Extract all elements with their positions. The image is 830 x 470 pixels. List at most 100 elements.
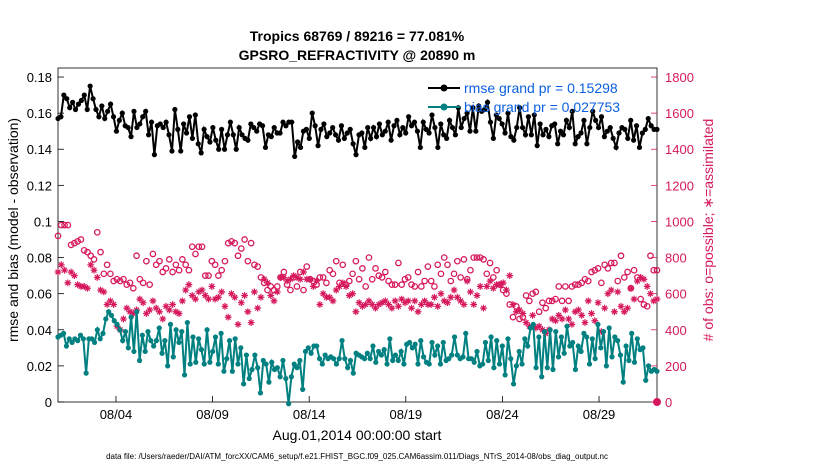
assimilated-obs-point [555, 311, 563, 319]
assimilated-obs-point [237, 299, 245, 307]
assimilated-obs-point [417, 301, 425, 308]
possible-obs-point [195, 243, 203, 251]
rmse-point [134, 124, 140, 131]
rmse-point [338, 123, 345, 129]
possible-obs-point [391, 281, 399, 288]
bias-point [533, 365, 539, 371]
bias-point [415, 361, 421, 367]
bias-point [235, 361, 241, 367]
legend: rmse grand pr = 0.15298 bias grand pr = … [428, 80, 620, 115]
rmse-point [131, 108, 137, 114]
assimilated-obs-point [575, 306, 582, 314]
bias-point [505, 336, 511, 342]
assimilated-obs-point [283, 277, 291, 285]
possible-obs-point [215, 272, 222, 279]
possible-obs-point [532, 288, 540, 296]
assimilated-obs-point [633, 277, 641, 285]
bias-point [508, 356, 514, 362]
possible-obs-point [228, 237, 235, 245]
bias-point [485, 357, 491, 364]
bias-point [280, 357, 286, 364]
bias-point [283, 375, 289, 382]
possible-obs-point [395, 259, 402, 267]
assimilated-obs-point [571, 308, 579, 316]
rmse-point [423, 126, 429, 132]
y-tick-label: 0.16 [27, 106, 52, 121]
rmse-point [332, 132, 339, 138]
bias-point [522, 336, 528, 342]
possible-obs-point [617, 252, 625, 260]
possible-obs-point [539, 299, 546, 307]
assimilated-obs-point [506, 272, 514, 280]
assimilated-obs-point [165, 306, 173, 314]
assimilated-obs-point [342, 283, 350, 290]
possible-obs-point [555, 283, 563, 290]
bias-point [412, 341, 418, 347]
rmse-point [70, 99, 76, 105]
rmse-point [616, 130, 622, 136]
possible-obs-point [581, 275, 589, 283]
bias-point [339, 338, 345, 344]
assimilated-obs-point [365, 297, 373, 305]
assimilated-obs-point [647, 290, 654, 298]
possible-obs-point [640, 301, 648, 308]
assimilated-obs-point [286, 275, 294, 283]
possible-obs-point [578, 279, 586, 287]
bias-point [615, 338, 621, 344]
possible-obs-point [77, 236, 85, 243]
rmse-point [519, 124, 526, 131]
bias-point [243, 352, 250, 358]
assimilated-obs-point [489, 284, 497, 292]
assimilated-obs-point [643, 283, 651, 290]
possible-obs-point [241, 236, 248, 243]
legend-rmse-marker [440, 84, 448, 92]
bias-point [631, 359, 638, 365]
assimilated-obs-point [548, 315, 556, 323]
assimilated-obs-point [431, 293, 438, 301]
assimilated-obs-point [395, 302, 402, 310]
rmse-point [119, 110, 125, 116]
bias-point [525, 343, 531, 349]
y-tick-label: 0.02 [27, 359, 52, 374]
possible-obs-point [450, 270, 458, 278]
possible-obs-point [185, 266, 193, 274]
rmse-point [248, 121, 254, 127]
assimilated-obs-point [470, 301, 478, 308]
assimilated-obs-point [329, 297, 337, 305]
assimilated-obs-point [630, 295, 638, 303]
rmse-point [78, 97, 84, 104]
bias-point [139, 332, 145, 338]
rmse-point [654, 126, 660, 132]
bias-point [277, 374, 283, 380]
bias-point [474, 348, 480, 355]
bias-point [435, 343, 441, 349]
bias-point [418, 338, 424, 344]
assimilated-obs-point [106, 297, 114, 305]
assimilated-obs-point [218, 288, 226, 296]
rmse-point [254, 128, 260, 134]
possible-obs-point [339, 261, 347, 269]
possible-obs-point [201, 272, 209, 279]
bias-point [643, 377, 649, 383]
bias-point [384, 361, 390, 367]
rmse-point [321, 121, 327, 127]
assimilated-obs-point [146, 306, 154, 314]
assimilated-obs-point [408, 304, 415, 312]
possible-obs-point [54, 232, 62, 240]
rmse-point [219, 126, 225, 132]
rmse-point [277, 130, 283, 136]
bias-point [530, 321, 536, 327]
possible-obs-point [355, 275, 363, 283]
assimilated-obs-point [300, 268, 307, 276]
rmse-point [251, 124, 257, 131]
assimilated-obs-point [378, 299, 386, 307]
rmse-point [642, 126, 648, 132]
bias-point [516, 348, 522, 355]
possible-obs-point [188, 243, 196, 251]
rmse-point [110, 114, 117, 120]
assimilated-obs-point [437, 290, 445, 298]
bias-point [322, 352, 328, 358]
bias-point [246, 375, 252, 382]
rmse-point [441, 132, 447, 138]
rmse-point [175, 126, 181, 132]
